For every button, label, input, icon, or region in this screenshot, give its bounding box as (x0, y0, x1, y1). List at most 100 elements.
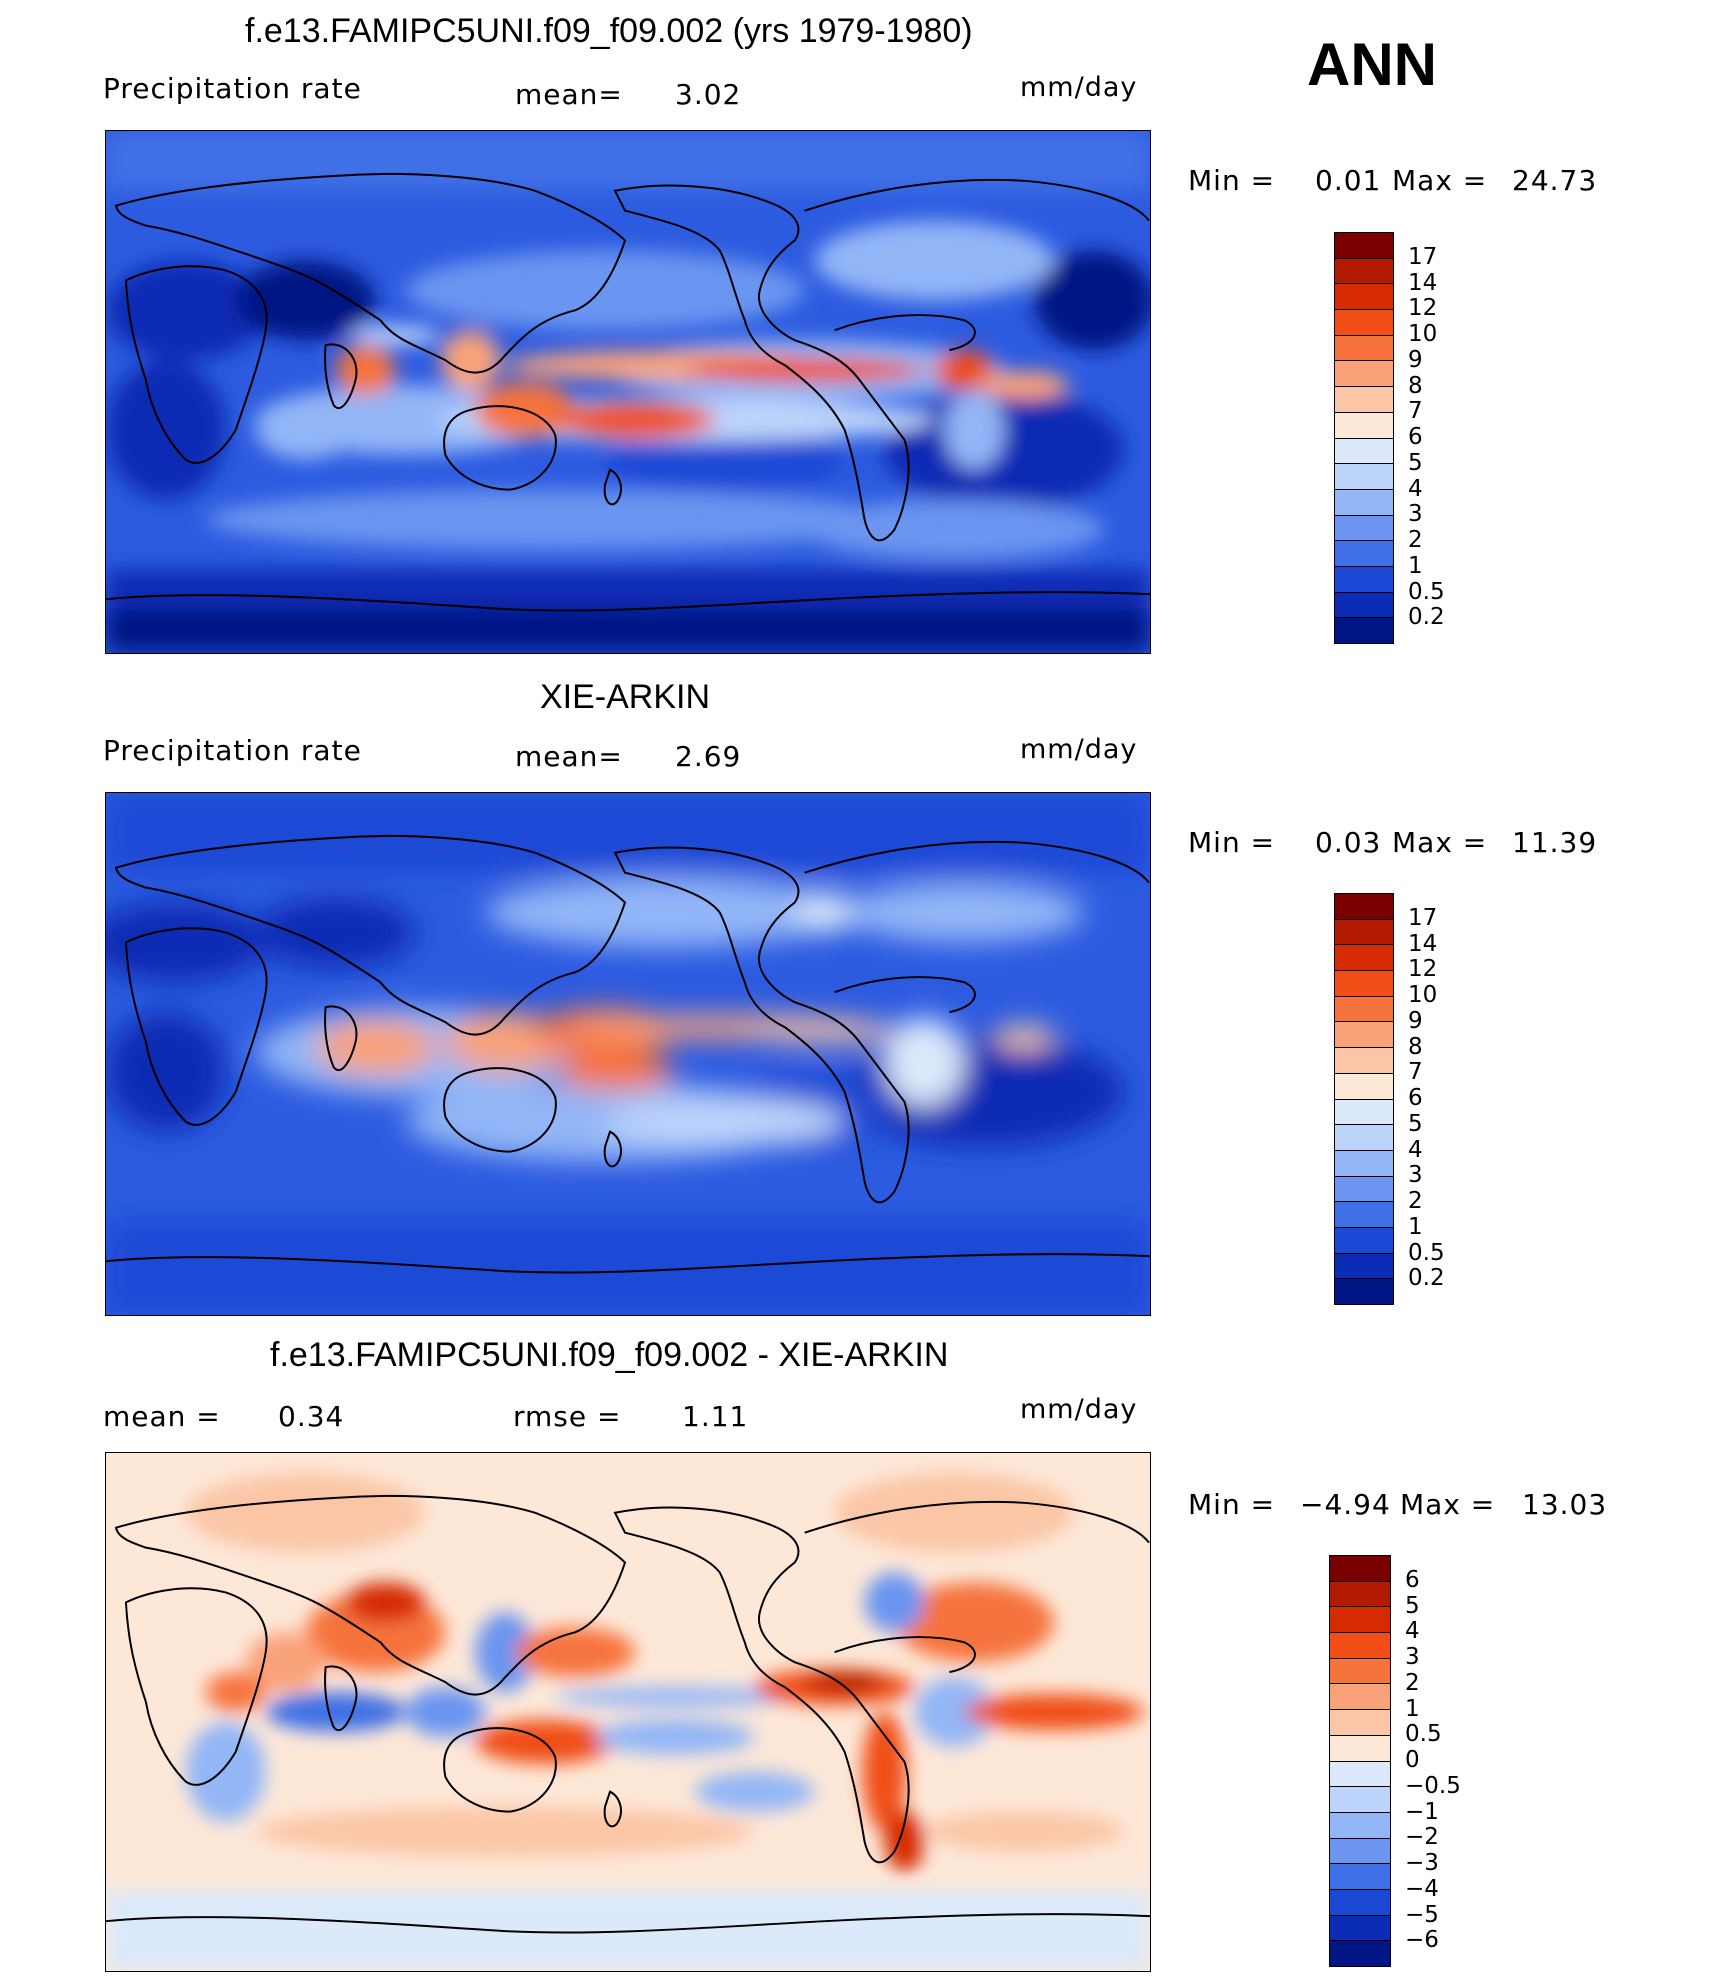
colorbar-tick-label: 5 (1408, 1110, 1423, 1137)
colorbar-swatch (1335, 464, 1393, 490)
colorbar-tick-label: 4 (1405, 1618, 1420, 1645)
panel-1-units: mm/day (1020, 72, 1138, 103)
colorbar-tick-label: 2 (1408, 1188, 1423, 1214)
colorbar-tick-label: 2 (1405, 1669, 1420, 1696)
panel-3-title: f.e13.FAMIPC5UNI.f09_f09.002 - XIE-ARKIN (270, 1336, 949, 1374)
colorbar-swatch (1330, 1864, 1390, 1890)
colorbar-swatch (1335, 361, 1393, 388)
colorbar-tick-label: 8 (1408, 372, 1423, 399)
colorbar-swatch (1335, 489, 1393, 516)
colorbar-tick-label: −6 (1405, 1927, 1439, 1954)
panel-2-min-label: Min = (1188, 826, 1276, 859)
colorbar-swatch (1335, 1227, 1393, 1254)
panel-2-mean-value: 2.69 (675, 740, 742, 773)
panel-1-map (105, 130, 1151, 654)
colorbar-swatch (1335, 412, 1393, 439)
panel-3-max-label: Max = (1400, 1488, 1496, 1521)
colorbar-tick-label: 7 (1408, 398, 1423, 425)
colorbar-swatch (1335, 1048, 1393, 1074)
panel-3-mean-label: mean = (103, 1400, 221, 1433)
colorbar-swatch (1335, 1176, 1393, 1203)
colorbar-tick-label: 7 (1408, 1059, 1423, 1086)
panel-2-units: mm/day (1020, 734, 1138, 765)
colorbar-swatch (1330, 1941, 1390, 1966)
colorbar-swatch (1330, 1812, 1390, 1839)
colorbar-swatch (1330, 1838, 1390, 1865)
colorbar-tick-label: 6 (1408, 424, 1423, 450)
panel-2-map-svg (106, 793, 1150, 1315)
panel-2-max-value: 11.39 (1512, 826, 1598, 859)
colorbar-tick-label: 10 (1408, 321, 1438, 347)
colorbar-tick-label: 3 (1408, 501, 1423, 528)
colorbar-tick-label: 2 (1408, 527, 1423, 553)
colorbar-swatch (1335, 284, 1393, 311)
panel-1-field-label: Precipitation rate (103, 72, 362, 105)
panel-1-max-value: 24.73 (1512, 164, 1598, 197)
colorbar-swatch (1335, 233, 1393, 259)
colorbar-swatch (1335, 592, 1393, 619)
colorbar-swatch (1335, 1253, 1393, 1280)
colorbar-swatch (1330, 1915, 1390, 1942)
colorbar-swatch (1335, 618, 1393, 643)
colorbar-swatch (1330, 1581, 1390, 1608)
colorbar-tick-label: 0.5 (1408, 1239, 1445, 1266)
colorbar-tick-label: 3 (1405, 1644, 1420, 1670)
colorbar-tick-label: 8 (1408, 1033, 1423, 1060)
colorbar-tick-label: 6 (1408, 1085, 1423, 1111)
panel-2-min-value: 0.03 (1315, 826, 1382, 859)
colorbar-swatch (1335, 1022, 1393, 1049)
colorbar-tick-label: 1 (1408, 552, 1423, 579)
colorbar-swatch (1335, 1125, 1393, 1151)
colorbar-swatch (1335, 1279, 1393, 1304)
colorbar-tick-label: 0.5 (1408, 578, 1445, 605)
panel-2-max-label: Max = (1392, 826, 1488, 859)
colorbar-swatch (1330, 1761, 1390, 1788)
colorbar-tick-label: 0 (1405, 1747, 1420, 1773)
panel-1-colorbar (1334, 232, 1394, 644)
colorbar-tick-label: 17 (1408, 243, 1438, 270)
colorbar-tick-label: −3 (1405, 1850, 1439, 1876)
panel-1-min-value: 0.01 (1315, 164, 1382, 197)
colorbar-tick-label: −1 (1405, 1798, 1439, 1825)
colorbar-swatch (1335, 1150, 1393, 1177)
panel-3-max-value: 13.03 (1522, 1488, 1608, 1521)
colorbar-swatch (1335, 438, 1393, 465)
colorbar-swatch (1335, 1099, 1393, 1126)
colorbar-tick-label: 4 (1408, 1136, 1423, 1163)
colorbar-tick-label: 14 (1408, 930, 1438, 957)
panel-3-units: mm/day (1020, 1394, 1138, 1425)
panel-3-rmse-value: 1.11 (682, 1400, 749, 1433)
colorbar-swatch (1335, 258, 1393, 285)
colorbar-tick-label: −4 (1405, 1875, 1439, 1902)
colorbar-tick-label: 0.2 (1408, 604, 1445, 631)
colorbar-tick-label: 5 (1408, 449, 1423, 476)
colorbar-tick-label: 1 (1408, 1213, 1423, 1240)
colorbar-tick-label: 6 (1405, 1566, 1420, 1593)
panel-1-map-svg (106, 131, 1150, 653)
panel-1-max-label: Max = (1392, 164, 1488, 197)
colorbar-swatch (1335, 1073, 1393, 1100)
colorbar-swatch (1335, 945, 1393, 972)
colorbar-swatch (1335, 1202, 1393, 1228)
colorbar-tick-label: −2 (1405, 1824, 1439, 1851)
panel-3-map-svg (106, 1453, 1150, 1971)
colorbar-tick-label: 1 (1405, 1695, 1420, 1722)
colorbar-swatch (1330, 1710, 1390, 1736)
colorbar-swatch (1335, 566, 1393, 593)
panel-1-title: f.e13.FAMIPC5UNI.f09_f09.002 (yrs 1979-1… (245, 12, 973, 50)
season-label: ANN (1307, 31, 1437, 98)
panel-1-mean-value: 3.02 (675, 78, 742, 111)
panel-1-min-label: Min = (1188, 164, 1276, 197)
colorbar-swatch (1335, 310, 1393, 336)
colorbar-tick-label: 14 (1408, 269, 1438, 296)
colorbar-tick-label: 9 (1408, 346, 1423, 373)
panel-2-field-label: Precipitation rate (103, 734, 362, 767)
colorbar-swatch (1335, 996, 1393, 1023)
panel-3-min-label: Min = (1188, 1488, 1276, 1521)
colorbar-swatch (1330, 1889, 1390, 1916)
colorbar-swatch (1330, 1787, 1390, 1813)
colorbar-tick-label: 0.2 (1408, 1265, 1445, 1292)
panel-3-rmse-label: rmse = (513, 1400, 622, 1433)
colorbar-tick-label: 0.5 (1405, 1721, 1442, 1748)
colorbar-swatch (1330, 1658, 1390, 1685)
